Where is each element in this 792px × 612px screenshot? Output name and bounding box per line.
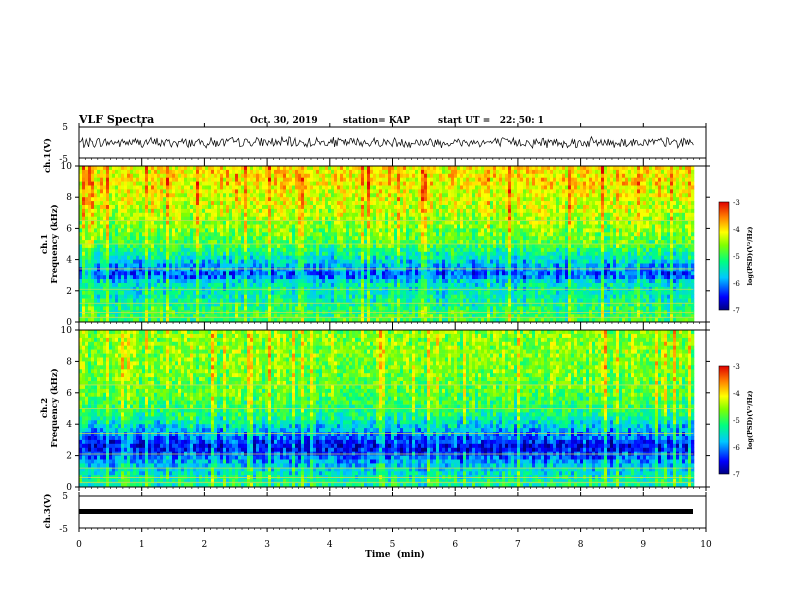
x-axis-label: Time (min) xyxy=(365,549,425,560)
x-tick-label: 1 xyxy=(139,540,145,550)
spec1-ytick: 4 xyxy=(66,256,72,266)
spec1-ytick: 0 xyxy=(66,318,72,328)
colorbar-tick: -4 xyxy=(733,226,740,234)
colorbar-tick: -5 xyxy=(733,253,740,261)
ch1-wave-ytick-top: 5 xyxy=(62,123,68,133)
ch3-wave-ytick-bottom: -5 xyxy=(59,525,68,535)
x-tick-label: 9 xyxy=(640,540,646,550)
spec1-ytick: 6 xyxy=(66,224,72,234)
colorbar-label: log(PSD)(V²/Hz) xyxy=(746,227,754,286)
ch2-spectrogram-ylabel: Frequency (kHz) xyxy=(49,368,60,447)
x-tick-label: 5 xyxy=(390,540,396,550)
ch1-waveform-ylabel: ch.1(V) xyxy=(42,138,53,173)
ch1-spectrogram-channel: ch.1 xyxy=(40,234,50,254)
ch2-colorbar: -3 -4 -5 -6 -7 log(PSD)(V²/Hz) xyxy=(718,363,754,479)
spec1-ytick: 10 xyxy=(61,162,73,172)
spec2-ytick: 6 xyxy=(66,389,72,399)
spec2-ytick: 8 xyxy=(66,357,72,367)
x-tick-label: 8 xyxy=(578,540,584,550)
x-tick-label: 10 xyxy=(700,540,712,550)
spec2-ytick: 4 xyxy=(66,420,72,430)
ch2-spectrogram-image xyxy=(79,330,695,488)
date-label: Oct. 30, 2019 xyxy=(250,116,318,126)
figure-title: VLF Spectra xyxy=(78,113,154,126)
colorbar-gradient xyxy=(718,201,730,311)
ch1-waveform-line xyxy=(78,135,694,149)
spec2-ytick: 10 xyxy=(61,326,73,336)
ch3-waveform-line xyxy=(79,509,693,514)
colorbar-tick: -3 xyxy=(733,363,740,371)
x-tick-label: 4 xyxy=(327,540,333,550)
colorbar-gradient xyxy=(718,365,730,475)
station-label: station= KAP xyxy=(343,116,410,126)
ch3-waveform-ylabel: ch.3(V) xyxy=(42,494,53,529)
x-tick-label: 3 xyxy=(264,540,270,550)
spec2-ytick: 0 xyxy=(66,483,72,493)
spec1-ytick: 2 xyxy=(66,287,72,297)
colorbar-tick: -7 xyxy=(733,307,740,315)
ch1-colorbar: -3 -4 -5 -6 -7 log(PSD)(V²/Hz) xyxy=(718,199,754,315)
colorbar-tick: -3 xyxy=(733,199,740,207)
ch1-spectrogram-ylabel: Frequency (kHz) xyxy=(49,204,60,283)
ch1-spectrogram-panel: ch.1 Frequency (kHz) 0 2 4 6 8 10 xyxy=(40,162,710,328)
x-tick-label: 0 xyxy=(76,540,82,550)
colorbar-tick: -5 xyxy=(733,417,740,425)
spec2-ytick: 2 xyxy=(66,452,72,462)
colorbar-tick: -6 xyxy=(733,280,740,288)
ch3-wave-ytick-top: 5 xyxy=(62,492,68,502)
colorbar-tick: -4 xyxy=(733,390,740,398)
ch1-wave-ytick-bottom: -5 xyxy=(59,155,68,165)
colorbar-tick: -7 xyxy=(733,471,740,479)
ch1-spectrogram-image xyxy=(79,166,695,323)
x-tick-label: 7 xyxy=(515,540,521,550)
start-ut-label: start UT = 22: 50: 1 xyxy=(438,116,544,126)
ch2-spectrogram-panel: ch.2 Frequency (kHz) 0 2 4 6 8 10 xyxy=(40,326,710,493)
ch2-spectrogram-channel: ch.2 xyxy=(40,398,50,418)
x-tick-label: 6 xyxy=(452,540,458,550)
spec1-ytick: 8 xyxy=(66,193,72,203)
x-tick-label: 2 xyxy=(202,540,208,550)
x-axis: 0 1 2 3 4 5 6 7 8 9 10 xyxy=(76,123,712,550)
colorbar-label: log(PSD)(V²/Hz) xyxy=(746,391,754,450)
colorbar-tick: -6 xyxy=(733,444,740,452)
